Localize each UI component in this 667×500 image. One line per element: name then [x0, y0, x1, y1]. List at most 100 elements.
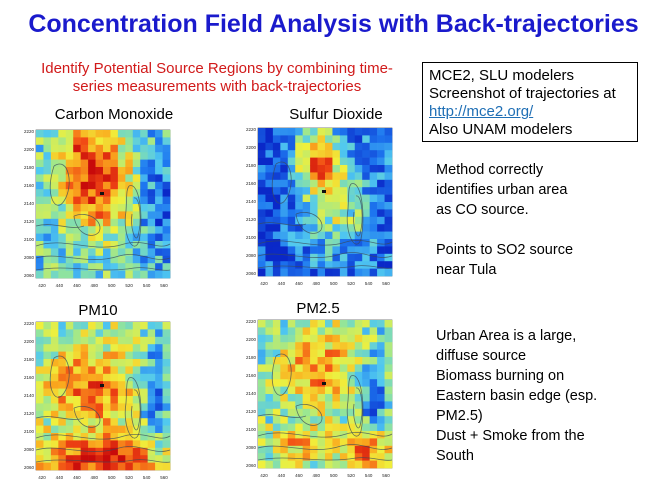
map-cell	[332, 150, 341, 158]
note-line: Biomass burning on	[436, 368, 565, 384]
map-cell	[43, 226, 52, 234]
x-tick-label: 520	[125, 283, 133, 288]
map-cell	[325, 194, 333, 203]
map-cell	[272, 364, 281, 373]
x-tick-label: 460	[295, 281, 303, 286]
map-cell	[258, 135, 266, 144]
map-cell	[88, 270, 96, 279]
map-cell	[103, 455, 111, 463]
map-cell	[347, 431, 356, 439]
map-cell	[58, 255, 67, 264]
map-cell	[103, 152, 111, 160]
map-cell	[354, 165, 363, 173]
map-cell	[347, 194, 356, 203]
map-cell	[339, 179, 348, 188]
map-cell	[310, 438, 318, 447]
map-cell	[50, 241, 59, 249]
map-cell	[258, 357, 266, 365]
map-cell	[310, 202, 318, 210]
map-cell	[362, 172, 370, 181]
map-cell	[65, 233, 74, 242]
contour-line	[131, 389, 141, 431]
map-cell	[310, 453, 318, 461]
map-cell	[362, 253, 370, 262]
map-cell	[384, 320, 393, 328]
map-cell	[155, 181, 163, 190]
map-cell	[295, 445, 303, 454]
map-cell	[140, 418, 148, 426]
map-cell	[110, 255, 119, 264]
map-cell	[88, 336, 96, 345]
map-cell	[310, 194, 318, 203]
y-tick-label: 2140	[246, 391, 257, 396]
map-cell	[58, 263, 67, 271]
map-cell	[110, 440, 119, 449]
map-cell	[65, 455, 74, 463]
map-cell	[287, 349, 296, 358]
map-cell	[332, 460, 341, 469]
map-cell	[80, 233, 89, 242]
map-cell	[272, 379, 281, 387]
map-cell	[354, 128, 363, 136]
y-tick-label: 2120	[246, 217, 257, 222]
map-cell	[295, 179, 303, 188]
map-cell	[369, 246, 378, 255]
map-cell	[88, 366, 96, 375]
map-cell	[325, 135, 333, 144]
map-cell	[295, 438, 303, 447]
map-cell	[362, 364, 370, 373]
y-tick-label: 2160	[246, 181, 257, 186]
map-cell	[58, 344, 67, 352]
map-cell	[162, 381, 171, 389]
y-tick-label: 2060	[24, 273, 35, 278]
map-cell	[73, 366, 81, 375]
map-cell	[73, 181, 81, 190]
map-cell	[73, 396, 81, 404]
map-cell	[295, 379, 303, 387]
map-label-pm10: PM10	[78, 302, 118, 319]
map-cell	[384, 268, 393, 277]
map-cell	[80, 462, 89, 471]
map-cell	[295, 453, 303, 461]
map-cell	[362, 386, 370, 395]
map-cell	[162, 359, 171, 367]
mce2-link[interactable]: http://mce2.org/	[429, 103, 534, 120]
map-cell	[73, 344, 81, 352]
map-cell	[332, 357, 341, 365]
map-cell	[155, 174, 163, 183]
map-cell	[265, 320, 274, 328]
map-cell	[377, 349, 385, 358]
map-cell	[339, 268, 348, 277]
map-label-co: Carbon Monoxide	[54, 106, 174, 123]
map-cell	[280, 327, 289, 336]
map-cell	[147, 322, 156, 330]
map-cell	[287, 202, 296, 210]
map-cell	[125, 144, 134, 153]
map-cell	[80, 167, 89, 175]
map-cell	[325, 216, 333, 225]
map-cell	[73, 388, 81, 397]
map-cell	[295, 142, 303, 151]
map-cell	[88, 174, 96, 183]
map-cell	[362, 216, 370, 225]
map-cell	[65, 329, 74, 338]
map-cell	[369, 408, 378, 417]
map-cell	[117, 189, 126, 197]
map-cell	[88, 462, 96, 471]
note-so2: Points to SO2 source near Tula	[436, 240, 656, 280]
map-cell	[88, 189, 96, 197]
note-co: Method correctly identifies urban area a…	[436, 160, 656, 220]
map-cell	[325, 460, 333, 469]
map-cell	[384, 386, 393, 395]
map-cell	[287, 364, 296, 373]
contour-line	[35, 446, 171, 452]
map-cell	[162, 425, 171, 434]
map-cell	[272, 320, 281, 328]
map-cell	[384, 202, 393, 210]
map-cell	[117, 196, 126, 205]
map-cell	[295, 327, 303, 336]
map-cell	[147, 144, 156, 153]
map-cell	[117, 248, 126, 257]
map-cell	[162, 174, 171, 183]
map-cell	[287, 246, 296, 255]
